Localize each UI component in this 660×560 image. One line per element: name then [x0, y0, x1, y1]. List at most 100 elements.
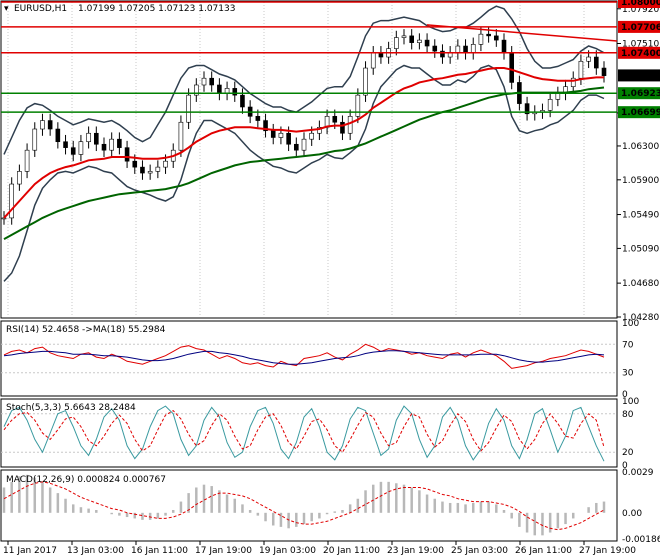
candle-body: [355, 94, 361, 117]
candle-body: [547, 99, 553, 111]
candle-body: [132, 160, 138, 168]
candle-body: [201, 77, 207, 86]
level-label-box: [618, 46, 660, 59]
candle-body: [463, 45, 468, 54]
candle-body: [317, 127, 322, 134]
candle-body: [155, 166, 161, 172]
candle-body: [309, 132, 314, 140]
candle-body: [501, 39, 507, 54]
time-tick-label: 13 Jan 03:00: [67, 546, 124, 556]
time-tick-label: 27 Jan 19:00: [579, 546, 636, 556]
candle-body: [70, 147, 76, 155]
candle-body: [109, 138, 114, 151]
stoch-label: Stoch(5,3,3) 5.6643 28.2484: [6, 403, 136, 413]
candle-body: [163, 160, 168, 168]
candle-body: [586, 56, 591, 62]
candle-body: [78, 141, 84, 155]
candle-body: [117, 138, 122, 148]
candle-body: [301, 138, 307, 151]
time-tick-label: 23 Jan 19:00: [387, 546, 444, 556]
candle-body: [286, 132, 291, 145]
candle-body: [63, 141, 68, 148]
level-label-box: [618, 87, 660, 100]
stoch-tick-label: 0: [622, 461, 628, 471]
candle-body: [1, 217, 7, 220]
rsi-ma-line: [3, 350, 605, 365]
candle-body: [294, 143, 299, 151]
time-tick-label: 20 Jan 11:00: [323, 546, 380, 556]
candle-body: [147, 171, 153, 174]
level-label-box: [618, 69, 660, 82]
candle-body: [417, 39, 422, 43]
price-tick-label: 1.04680: [622, 279, 659, 289]
candle-body: [240, 94, 245, 108]
ema-green-line: [3, 86, 605, 240]
level-label-1.06923: 1.06923: [621, 89, 660, 99]
candles: [1, 27, 607, 225]
candle-body: [209, 77, 214, 86]
symbol-caret-icon[interactable]: ▾: [4, 4, 9, 14]
candle-body: [486, 33, 491, 37]
candle-body: [478, 33, 484, 45]
level-label-1.07133: 1.07133: [621, 71, 660, 81]
time-tick-label: 11 Jan 2017: [3, 546, 57, 556]
candle-body: [140, 166, 145, 174]
candle-body: [178, 121, 184, 151]
candle-body: [270, 130, 276, 138]
candle-body: [9, 183, 14, 219]
level-label-box: [618, 106, 660, 119]
time-tick-label: 26 Jan 11:00: [515, 546, 572, 556]
candle-body: [570, 77, 576, 87]
level-label-box: [618, 20, 660, 33]
price-tick-label: 1.07510: [622, 39, 659, 49]
candle-body: [217, 84, 222, 94]
rsi-tick-label: 0: [622, 390, 628, 400]
candle-body: [40, 120, 45, 130]
level-label-1.08000: 1.08000: [621, 0, 660, 8]
candle-body: [232, 88, 238, 96]
time-tick-label: 17 Jan 19:00: [195, 546, 252, 556]
level-label-1.07706: 1.07706: [621, 23, 660, 33]
candle-body: [255, 116, 261, 121]
candle-body: [394, 37, 399, 49]
symbol-label: EURUSD,H1: [14, 4, 67, 14]
candle-body: [86, 132, 91, 143]
candle-body: [24, 149, 30, 172]
candle-body: [94, 132, 99, 145]
candle-body: [340, 121, 345, 134]
time-tick-label: 19 Jan 03:00: [259, 546, 316, 556]
price-tick-label: 1.04280: [622, 313, 659, 323]
macd-tick-label: -0.00186: [622, 535, 660, 545]
candle-body: [440, 50, 445, 58]
candle-body: [432, 45, 438, 52]
candle-body: [55, 128, 61, 143]
candle-body: [494, 35, 499, 41]
candle-body: [17, 171, 22, 185]
stoch-pane: [0, 398, 618, 468]
candle-body: [363, 67, 368, 96]
level-label-1.07400: 1.07400: [621, 49, 660, 59]
macd-pane: [0, 469, 618, 542]
price-tick-label: 1.07920: [622, 5, 659, 15]
stoch-k-line: [3, 405, 605, 462]
rsi-tick-label: 70: [622, 340, 634, 350]
candle-body: [47, 120, 53, 130]
candle-body: [124, 147, 130, 162]
macd-tick-label: 0.00: [622, 509, 642, 519]
candle-body: [509, 52, 514, 83]
candle-body: [455, 45, 461, 54]
candle-body: [332, 116, 338, 123]
ohlc-readout: 1.07199 1.07205 1.07123 1.07133: [78, 4, 235, 14]
stoch-tick-label: 80: [622, 410, 634, 420]
candle-body: [594, 56, 599, 69]
candle-body: [409, 35, 414, 43]
candle-body: [578, 60, 584, 79]
bollinger-upper: [3, 5, 605, 155]
candle-body: [555, 93, 561, 100]
candle-body: [470, 44, 476, 54]
trendline: [426, 24, 618, 42]
candle-body: [263, 120, 268, 132]
candle-body: [101, 143, 107, 151]
level-label-1.06699: 1.06699: [621, 108, 660, 118]
